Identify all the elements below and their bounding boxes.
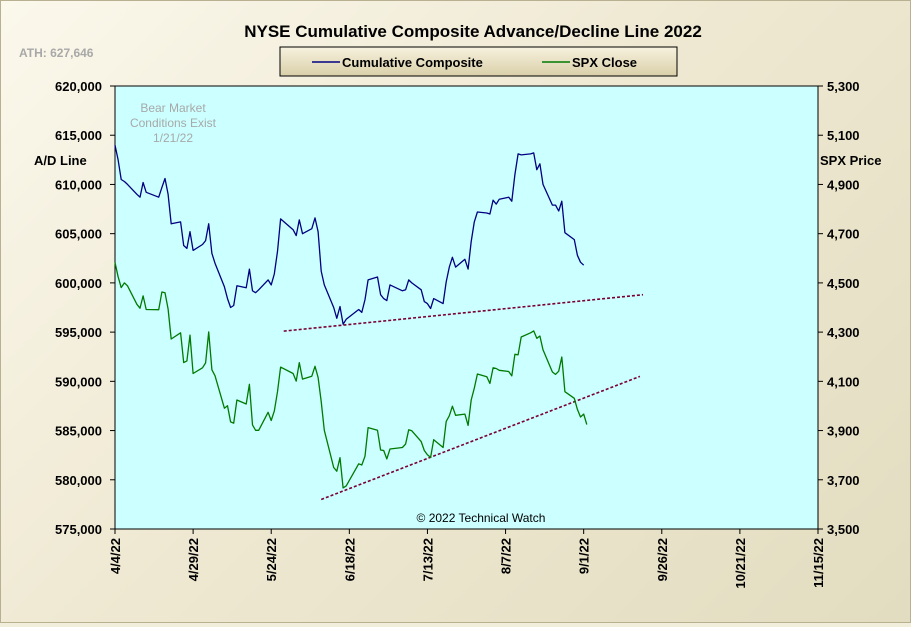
right-axis-label: SPX Price: [820, 153, 881, 168]
left-tick-label: 580,000: [55, 473, 102, 488]
left-axis-label: A/D Line: [34, 153, 87, 168]
series-lines: [114, 144, 588, 489]
right-tick-label: 3,900: [827, 424, 860, 439]
left-tick-label: 585,000: [55, 424, 102, 439]
right-tick-label: 3,500: [827, 522, 860, 537]
note-line-2: Conditions Exist: [130, 116, 217, 130]
bear-market-note: Bear Market Conditions Exist 1/21/22: [130, 101, 217, 145]
copyright-watermark: © 2022 Technical Watch: [417, 511, 546, 525]
left-tick-label: 595,000: [55, 325, 102, 340]
note-line-1: Bear Market: [140, 101, 206, 115]
trendline-1: [283, 293, 644, 332]
x-tick-label: 5/24/22: [264, 538, 279, 581]
right-tick-label: 3,700: [827, 473, 860, 488]
right-tick-label: 4,900: [827, 177, 860, 192]
right-tick-label: 4,700: [827, 227, 860, 242]
x-tick-label: 9/1/22: [577, 538, 592, 574]
left-tick-label: 600,000: [55, 276, 102, 291]
x-tick-label: 11/15/22: [811, 538, 826, 588]
left-tick-label: 610,000: [55, 177, 102, 192]
x-tick-label: 10/21/22: [733, 538, 748, 589]
left-tick-label: 620,000: [55, 79, 102, 94]
right-tick-label: 4,100: [827, 374, 860, 389]
x-tick-label: 4/4/22: [108, 538, 123, 574]
left-tick-label: 590,000: [55, 374, 102, 389]
x-tick-label: 8/7/22: [499, 538, 514, 574]
right-tick-label: 5,300: [827, 79, 860, 94]
plot-area: [114, 85, 819, 530]
left-tick-label: 575,000: [55, 522, 102, 537]
legend-label-ad-line: Cumulative Composite: [342, 55, 483, 70]
x-tick-label: 4/29/22: [186, 538, 201, 581]
left-tick-label: 615,000: [55, 128, 102, 143]
right-tick-label: 4,500: [827, 276, 860, 291]
trendlines: [283, 293, 644, 501]
x-tick-label: 9/26/22: [655, 538, 670, 581]
legend-label-spx: SPX Close: [572, 55, 637, 70]
legend: Cumulative Composite SPX Close: [279, 46, 678, 77]
right-tick-label: 5,100: [827, 128, 860, 143]
ad-line-series: [114, 144, 585, 325]
left-axis-ticks: 575,000 580,000 585,000 590,000 595,000 600,0…: [55, 79, 115, 537]
x-tick-label: 6/18/22: [342, 538, 357, 581]
trendline-2: [320, 375, 641, 501]
left-tick-label: 605,000: [55, 227, 102, 242]
chart-title: NYSE Cumulative Composite Advance/Declin…: [244, 22, 702, 41]
ath-label: ATH: 627,646: [19, 46, 94, 60]
spx-close-series: [114, 262, 588, 489]
note-line-3: 1/21/22: [153, 131, 193, 145]
right-axis-ticks: 3,500 3,700 3,900 4,100 4,300 4,500 4,700 4,900…: [818, 79, 860, 537]
right-tick-label: 4,300: [827, 325, 860, 340]
x-tick-label: 7/13/22: [420, 538, 435, 581]
x-axis-ticks: 4/4/22 4/29/22 5/24/22 6/18/22 7/13/22 8/7/22…: [108, 529, 826, 589]
